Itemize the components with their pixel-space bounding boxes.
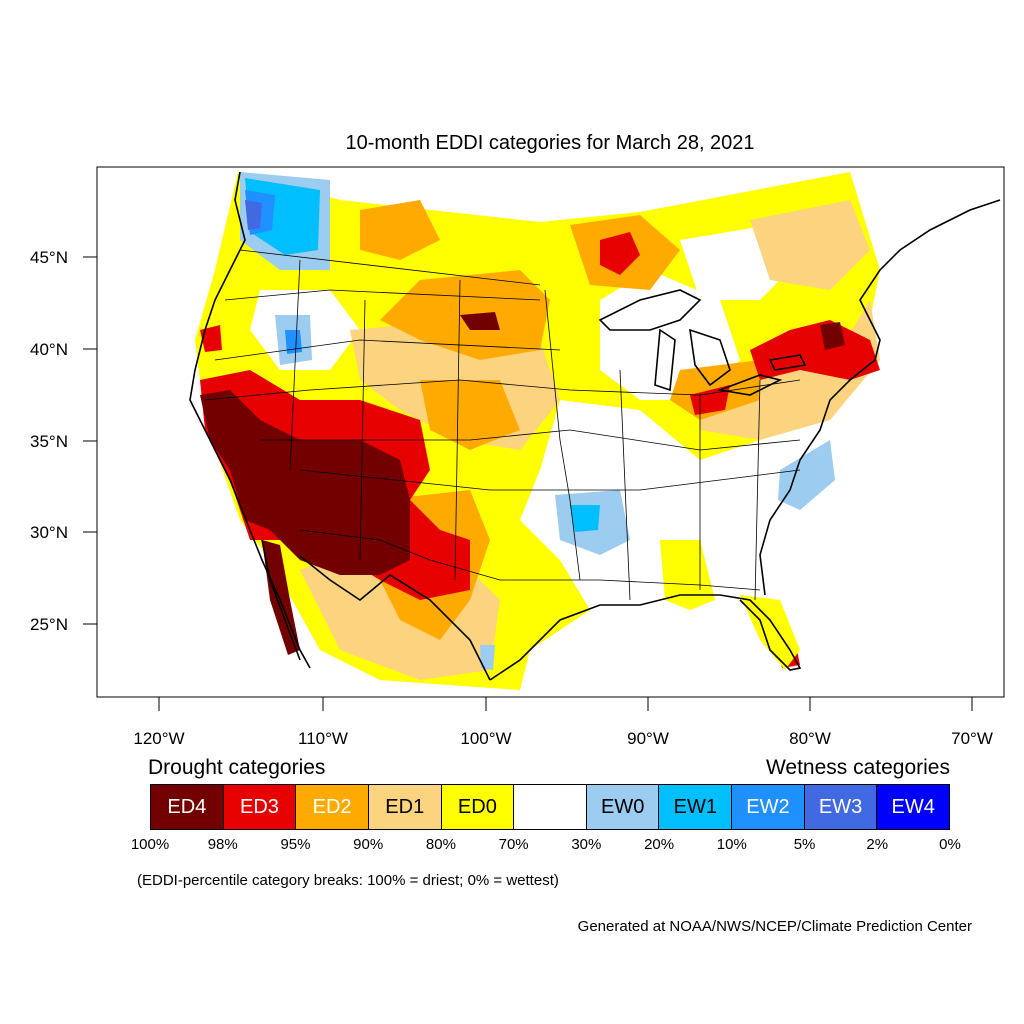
lon-label: 110°W — [298, 729, 348, 748]
category-fill-regions — [195, 172, 880, 690]
legend-box-ed2: ED2 — [296, 785, 369, 829]
category-note: (EDDI-percentile category breaks: 100% =… — [137, 872, 559, 889]
percentile-label: 70% — [498, 836, 529, 853]
region-ed3-mn — [600, 232, 640, 275]
percentile-label: 80% — [425, 836, 456, 853]
legend-box-ed1: ED1 — [368, 785, 442, 829]
lon-label: 70°W — [951, 729, 993, 748]
region-ew3-wa — [245, 200, 262, 230]
wetness-categories-heading: Wetness categories — [765, 756, 950, 779]
legend-box-ew3: EW3 — [804, 785, 878, 829]
latitude-labels: 45°N 40°N 35°N 30°N 25°N — [30, 248, 68, 634]
lat-label: 40°N — [30, 340, 68, 359]
legend-box-ew2: EW2 — [732, 785, 805, 829]
percentile-label: 98% — [207, 836, 238, 853]
state-boundaries — [204, 249, 801, 601]
axis-ticks — [83, 256, 973, 711]
lon-label: 80°W — [789, 729, 831, 748]
lon-label: 120°W — [133, 729, 184, 748]
legend-box-ed4: ED4 — [151, 785, 224, 829]
legend-box-neutral — [514, 785, 587, 829]
great-lakes — [598, 289, 807, 396]
region-ed4-southwest — [200, 390, 410, 575]
legend-box-ed0: ED0 — [441, 785, 515, 829]
region-ew1-ar — [570, 505, 600, 532]
lat-label: 35°N — [30, 432, 68, 451]
region-ed4-ny — [820, 322, 845, 350]
credit-line: Generated at NOAA/NWS/NCEP/Climate Predi… — [577, 918, 972, 935]
region-ew0-tx — [480, 645, 495, 670]
legend-box-ed3: ED3 — [223, 785, 297, 829]
percentile-label: 95% — [280, 836, 311, 853]
lat-label: 25°N — [30, 615, 68, 634]
region-ed0-gulf — [660, 540, 715, 610]
region-ew0-nc — [778, 440, 835, 510]
region-ed3-ne — [750, 320, 880, 380]
percentile-label: 5% — [793, 836, 816, 853]
region-ed4-nd — [460, 312, 500, 330]
lon-label: 90°W — [627, 729, 669, 748]
lat-label: 30°N — [30, 523, 68, 542]
legend-box-ew1: EW1 — [659, 785, 733, 829]
percentile-label: 90% — [353, 836, 384, 853]
region-ed2-ks — [420, 380, 520, 450]
percentile-label: 30% — [571, 836, 602, 853]
lon-label: 100°W — [460, 729, 511, 748]
drought-categories-heading: Drought categories — [148, 756, 326, 779]
lat-label: 45°N — [30, 248, 68, 267]
percentile-label: 100% — [130, 836, 170, 853]
percentile-label: 0% — [939, 836, 961, 853]
longitude-labels: 120°W 110°W 100°W 90°W 80°W 70°W — [133, 729, 992, 748]
region-ed3-or — [200, 325, 222, 352]
legend-box-ew4: EW4 — [877, 785, 950, 829]
legend-box-ew0: EW0 — [586, 785, 660, 829]
percentile-label: 20% — [644, 836, 675, 853]
region-ed2-mt — [360, 200, 440, 260]
region-ed1-north — [750, 200, 870, 290]
map-title: 10-month EDDI categories for March 28, 2… — [345, 132, 755, 154]
region-ew2-id — [285, 330, 302, 354]
region-ed0-fl — [740, 595, 800, 670]
percentile-label: 10% — [716, 836, 747, 853]
percentile-label: 2% — [866, 836, 889, 853]
category-legend: ED4 ED3 ED2 ED1 ED0 EW0 EW1 EW2 EW3 EW4 — [150, 784, 950, 830]
coastlines — [189, 171, 1001, 681]
